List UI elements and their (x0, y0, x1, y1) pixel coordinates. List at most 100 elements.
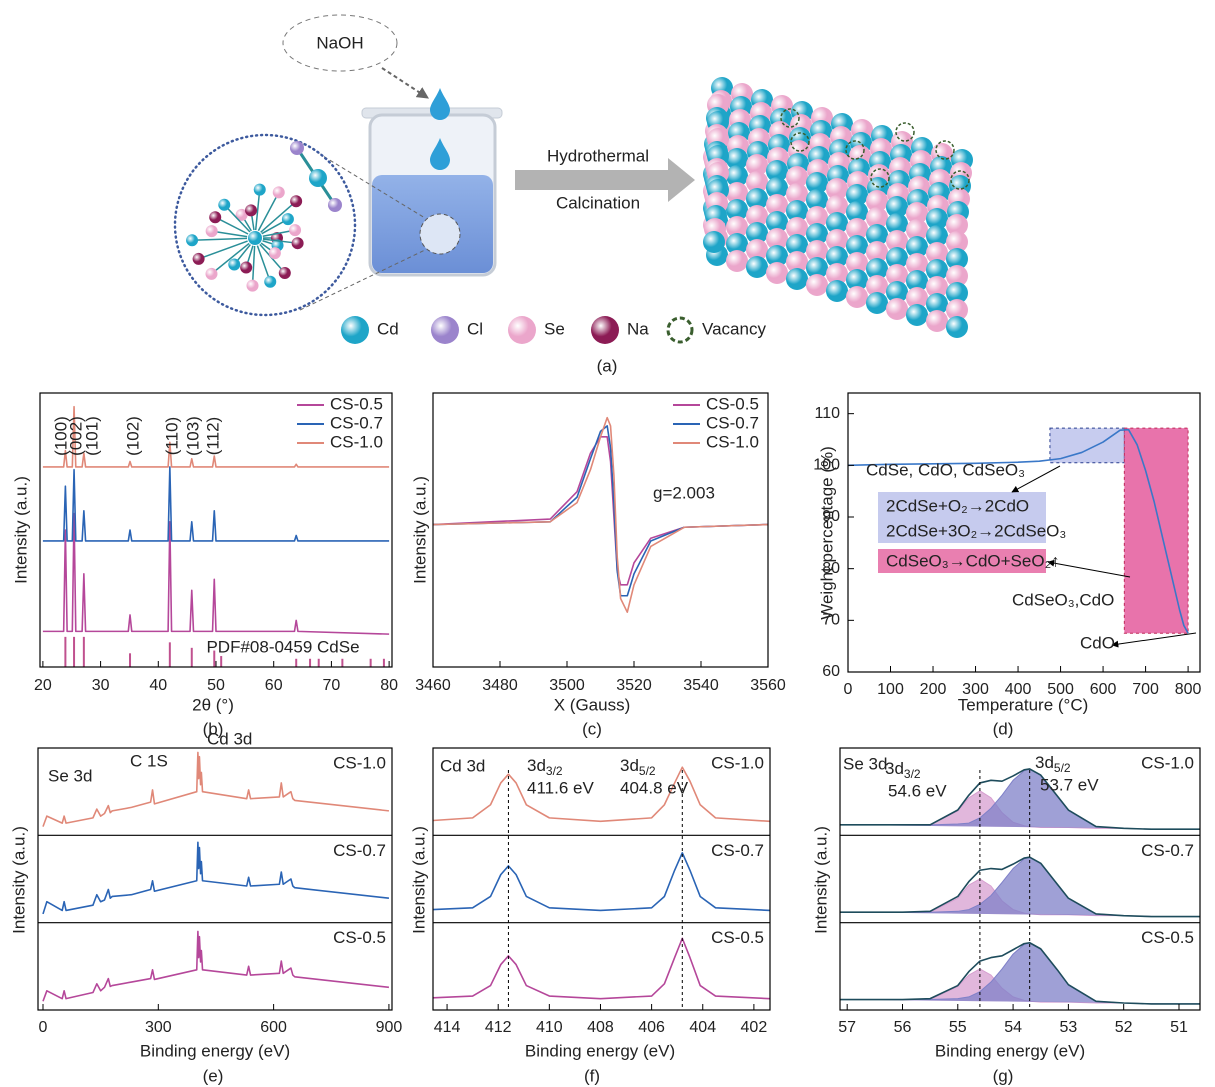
atom (248, 231, 262, 245)
x-tick-label: 600 (260, 1019, 287, 1036)
x-tick-label: 53 (1059, 1019, 1077, 1036)
x-axis-label: Binding energy (eV) (525, 1041, 675, 1060)
x-tick-label: 51 (1170, 1019, 1188, 1036)
panel-label: CS-1.0 (711, 753, 764, 772)
caption: (c) (582, 719, 602, 738)
zoom-spot (420, 214, 460, 254)
arrow-label: Hydrothermal (547, 146, 649, 165)
lattice-atom (786, 268, 808, 290)
panel-label: CS-1.0 (1141, 753, 1194, 772)
peak-label: (102) (123, 416, 142, 456)
annotation: CdSeO₃→CdO+SeO₂↑ (886, 551, 1060, 570)
lattice-atom (866, 292, 888, 314)
annotation: Cd 3d (207, 729, 252, 748)
annotation-subscript: 5/2 (639, 764, 656, 778)
x-tick-label: 406 (638, 1019, 665, 1036)
x-tick-label: 3480 (482, 677, 518, 694)
x-tick-label: 20 (34, 677, 52, 694)
x-tick-label: 30 (92, 677, 110, 694)
annotation-subscript: 3/2 (546, 764, 563, 778)
annotation: 2CdSe+3O₂→2CdSeO₃ (886, 521, 1066, 540)
legend-label: Cd (377, 319, 399, 338)
y-axis-label: Intensity (a.u.) (409, 826, 428, 934)
legend-label: CS-0.5 (330, 394, 383, 413)
panel-label: CS-0.7 (711, 841, 764, 860)
peak-label: (101) (82, 416, 101, 456)
x-tick-label: 200 (920, 681, 947, 698)
caption: (f) (584, 1066, 600, 1085)
atom (289, 224, 301, 236)
atom (186, 234, 198, 246)
lattice-atom (926, 310, 948, 332)
legend-label: Na (627, 319, 649, 338)
atom (279, 267, 291, 279)
panel-label: CS-1.0 (333, 753, 386, 772)
y-tick-label: 60 (822, 663, 840, 680)
x-tick-label: 404 (689, 1019, 716, 1036)
caption: (a) (597, 356, 618, 375)
x-tick-label: 800 (1175, 681, 1202, 698)
atom (264, 276, 276, 288)
annotation: 54.6 eV (888, 781, 947, 800)
x-tick-label: 50 (207, 677, 225, 694)
peak-label: (103) (183, 416, 202, 456)
legend-label: CS-1.0 (706, 432, 759, 451)
x-tick-label: 408 (587, 1019, 614, 1036)
x-tick-label: 412 (485, 1019, 512, 1036)
annotation-text: 3d (1035, 753, 1054, 772)
legend-label: Cl (467, 319, 483, 338)
annotation: C 1S (130, 751, 168, 770)
x-tick-label: 70 (323, 677, 341, 694)
lattice-atom (746, 256, 768, 278)
legend-sphere (341, 316, 369, 344)
legend-label: CS-1.0 (330, 432, 383, 451)
lattice-atom (886, 298, 908, 320)
panel-label: CS-0.7 (1141, 841, 1194, 860)
annotation: 53.7 eV (1040, 775, 1099, 794)
page: CdSe figure body { margin: 0; background… (0, 0, 1215, 1087)
peak-label: (112) (203, 417, 222, 455)
x-tick-label: 3560 (750, 677, 786, 694)
x-axis-label: Temperature (°C) (958, 695, 1089, 714)
legend-sphere (508, 316, 536, 344)
lattice-atom (766, 262, 788, 284)
annotation: CdO (1080, 633, 1115, 652)
x-tick-label: 900 (376, 1019, 403, 1036)
atom (282, 213, 294, 225)
y-axis-label: Intensity (a.u.) (811, 826, 830, 934)
annotation: CdSe, CdO, CdSeO₃ (866, 460, 1025, 479)
legend-label: Se (544, 319, 565, 338)
legend-label: CS-0.7 (706, 413, 759, 432)
y-axis-label: Weight percentage (%) (817, 446, 836, 620)
x-tick-label: 56 (894, 1019, 912, 1036)
annotation: 2CdSe+O₂→2CdO (886, 496, 1029, 515)
lattice-atom (806, 274, 828, 296)
legend-sphere (591, 316, 619, 344)
caption: (d) (993, 719, 1014, 738)
page-body: {"diagram": {"bubble": "NaOH", "arrow_to… (0, 0, 1215, 1087)
annotation: Se 3d (843, 754, 887, 773)
panel-label: CS-0.5 (333, 928, 386, 947)
caption: (g) (993, 1066, 1014, 1085)
annotation-subscript: 3/2 (904, 767, 921, 781)
annotation-text: 3d (620, 756, 639, 775)
atom (290, 141, 304, 155)
atom (205, 268, 217, 280)
x-tick-label: 3500 (549, 677, 585, 694)
y-axis-label: Intensity (a.u.) (410, 476, 429, 584)
zoom-circle (175, 135, 355, 315)
lattice-atom (726, 250, 748, 272)
x-tick-label: 402 (741, 1019, 768, 1036)
annotation: CdSeO₃,CdO (1012, 590, 1114, 609)
lattice-atom (846, 286, 868, 308)
x-tick-label: 0 (39, 1019, 48, 1036)
x-tick-label: 60 (265, 677, 283, 694)
x-axis-label: Binding energy (eV) (935, 1041, 1085, 1060)
legend-sphere (431, 316, 459, 344)
reference-label: PDF#08-0459 CdSe (206, 637, 359, 656)
x-tick-label: 100 (877, 681, 904, 698)
atom (218, 199, 230, 211)
x-tick-label: 55 (949, 1019, 967, 1036)
y-tick-label: 110 (814, 405, 840, 422)
x-tick-label: 57 (838, 1019, 856, 1036)
